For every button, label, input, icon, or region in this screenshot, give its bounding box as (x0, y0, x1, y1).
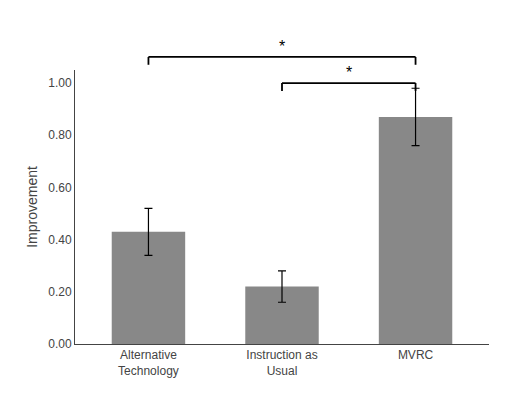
svg-text:0.20: 0.20 (48, 285, 72, 299)
svg-text:*: * (346, 64, 352, 81)
svg-text:Instruction asUsual: Instruction asUsual (246, 348, 317, 378)
svg-text:0.40: 0.40 (48, 233, 72, 247)
svg-text:0.60: 0.60 (48, 181, 72, 195)
svg-text:0.80: 0.80 (48, 128, 72, 142)
svg-text:0.00: 0.00 (48, 337, 72, 351)
svg-text:MVRC: MVRC (398, 348, 434, 362)
svg-text:Improvement: Improvement (24, 166, 40, 248)
svg-text:AlternativeTechnology: AlternativeTechnology (118, 348, 179, 378)
svg-text:1.00: 1.00 (48, 76, 72, 90)
svg-text:*: * (279, 38, 285, 55)
